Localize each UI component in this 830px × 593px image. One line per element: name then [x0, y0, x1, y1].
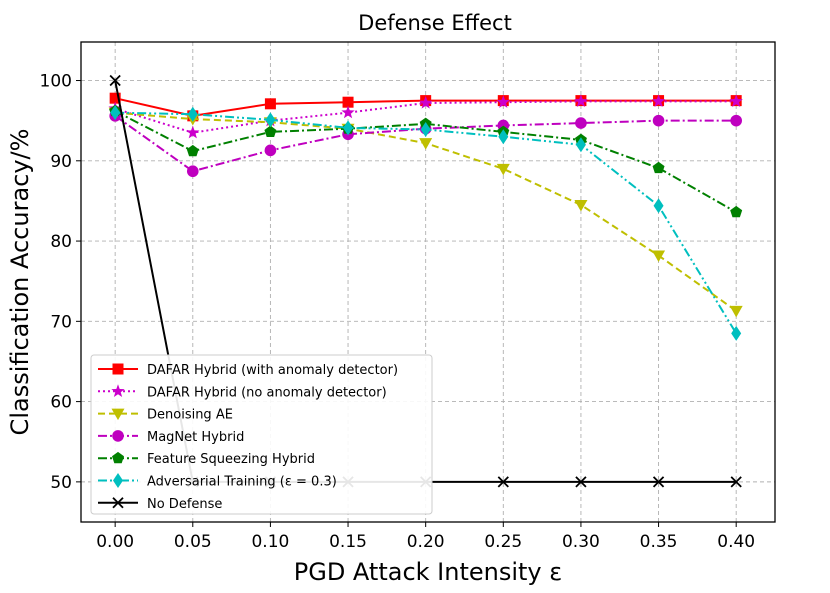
data-point: [187, 106, 198, 122]
legend-label: MagNet Hybrid: [147, 430, 244, 445]
y-tick-label: 70: [50, 312, 72, 332]
y-axis-title: Classification Accuracy/%: [6, 129, 34, 436]
data-point: [498, 129, 509, 145]
data-point: [420, 121, 431, 137]
y-tick-label: 90: [50, 152, 72, 172]
data-point: [730, 114, 742, 127]
legend-label: DAFAR Hybrid (no anomaly detector): [147, 385, 387, 400]
data-point: [652, 114, 665, 127]
data-point: [729, 305, 743, 318]
data-point: [729, 94, 743, 108]
data-point: [652, 161, 665, 174]
data-point: [343, 120, 354, 136]
data-point: [109, 92, 121, 104]
data-point: [186, 144, 199, 157]
data-point: [264, 98, 276, 110]
legend-marker: [111, 384, 125, 397]
data-point: [110, 105, 121, 121]
data-point: [419, 96, 433, 109]
legend-label: No Defense: [147, 497, 222, 512]
x-tick-label: 0.05: [174, 532, 212, 552]
data-point: [419, 138, 433, 150]
legend-label: DAFAR Hybrid (with anomaly detector): [147, 363, 398, 378]
legend-marker: [112, 497, 124, 509]
x-tick-label: 0.40: [717, 532, 755, 552]
data-point: [342, 96, 354, 108]
series-line: [114, 115, 737, 173]
plot-frame: [80, 41, 776, 523]
y-axis-ticks: 50 60 70 80 90 100: [40, 72, 81, 493]
x-tick-label: 0.15: [329, 532, 367, 552]
legend-item: MagNet Hybrid: [98, 430, 244, 445]
series-line: [114, 110, 737, 214]
data-point: [186, 125, 200, 139]
legend-label: Denoising AE: [147, 408, 233, 423]
data-point: [186, 165, 199, 178]
legend-item: DAFAR Hybrid (no anomaly detector): [98, 384, 387, 400]
x-tick-label: 0.30: [562, 532, 600, 552]
data-point: [497, 476, 509, 488]
series-5: [110, 105, 742, 341]
chart-title: Defense Effect: [358, 11, 512, 35]
data-point: [651, 94, 666, 108]
legend-box: [90, 354, 433, 515]
legend-marker: [112, 451, 124, 464]
y-tick-label: 80: [50, 232, 72, 252]
legend-label: Feature Squeezing Hybrid: [147, 452, 315, 467]
y-tick-label: 50: [50, 473, 72, 493]
x-tick-label: 0.10: [251, 532, 289, 552]
legend-item: Denoising AE: [98, 408, 233, 423]
data-point: [575, 137, 586, 153]
legend-marker: [111, 408, 125, 421]
y-tick-label: 60: [50, 393, 72, 413]
x-tick-label: 0.00: [96, 532, 134, 552]
data-point: [264, 144, 277, 157]
data-point: [574, 199, 588, 212]
data-point: [265, 112, 276, 128]
legend-item: No Defense: [98, 497, 222, 512]
x-axis-ticks: 0.00 0.05 0.10 0.15 0.20 0.25 0.30 0.35 0.40: [96, 522, 755, 552]
data-point: [730, 476, 742, 488]
data-point: [496, 95, 510, 108]
legend: DAFAR Hybrid (with anomaly detector) DAFA…: [90, 354, 433, 515]
data-point: [652, 250, 666, 263]
x-axis-title: PGD Attack Intensity ε: [294, 558, 563, 586]
y-tick-label: 100: [40, 72, 72, 92]
legend-item: Feature Squeezing Hybrid: [98, 451, 315, 467]
data-point: [652, 476, 665, 488]
data-point: [496, 163, 510, 176]
data-point: [653, 198, 664, 214]
data-point: [575, 476, 587, 488]
x-tick-label: 0.25: [484, 532, 522, 552]
legend-label: Adversarial Training (ε = 0.3): [147, 475, 337, 490]
data-point: [575, 117, 587, 129]
legend-marker: [112, 363, 124, 375]
x-tick-label: 0.35: [640, 532, 678, 552]
legend-item: Adversarial Training (ε = 0.3): [98, 473, 337, 490]
data-point: [731, 325, 742, 341]
legend-item: DAFAR Hybrid (with anomaly detector): [98, 363, 398, 378]
data-point: [341, 105, 355, 119]
legend-marker: [113, 473, 123, 488]
data-point: [264, 125, 277, 137]
x-tick-label: 0.20: [407, 532, 445, 552]
data-point: [574, 94, 588, 108]
data-point: [109, 74, 121, 87]
data-point: [730, 205, 743, 218]
legend-marker: [112, 430, 124, 442]
